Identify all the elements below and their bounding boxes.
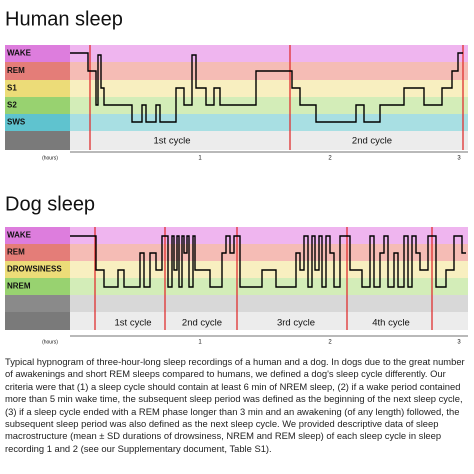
- cycle-label: 1st cycle: [154, 136, 191, 147]
- tick-label: 3: [457, 340, 461, 346]
- tick-label: 1: [198, 156, 202, 162]
- tick-label: 3: [457, 156, 461, 162]
- dog-bands: [5, 227, 468, 337]
- axis-unit: (hours): [42, 155, 58, 161]
- cycle-label: 1st cycle: [115, 318, 152, 329]
- figure: Human sleep WAKE REM S1 S2 SWS 1st cycle…: [5, 8, 468, 346]
- cycle-label: 2nd cycle: [182, 318, 222, 329]
- stage-label: REM: [7, 248, 25, 257]
- cycle-label: 4th cycle: [372, 318, 410, 329]
- stage-label: WAKE: [7, 49, 32, 58]
- stage-label: SWS: [7, 118, 26, 127]
- stage-label: NREM: [7, 282, 31, 291]
- tick-label: 1: [198, 340, 202, 346]
- cycle-label: 2nd cycle: [352, 136, 392, 147]
- caption: Typical hypnogram of three-hour-long sle…: [5, 356, 465, 454]
- stage-label: REM: [7, 66, 25, 75]
- panel-title: Human sleep: [5, 8, 123, 30]
- stage-label: S2: [7, 101, 17, 110]
- stage-label: WAKE: [7, 231, 32, 240]
- tick-label: 2: [328, 340, 332, 346]
- tick-label: 2: [328, 156, 332, 162]
- panel-title: Dog sleep: [5, 193, 95, 215]
- axis-unit: (hours): [42, 339, 58, 345]
- human-bands: [5, 45, 468, 153]
- stage-label: DROWSINESS: [7, 265, 62, 274]
- stage-label: S1: [7, 84, 17, 93]
- cycle-label: 3rd cycle: [277, 318, 315, 329]
